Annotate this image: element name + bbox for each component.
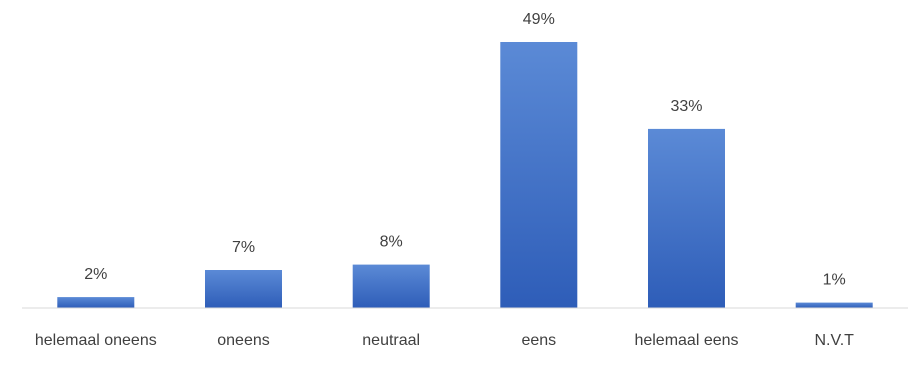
bars-group [57,42,873,308]
data-label-helemaal-oneens: 2% [84,266,107,283]
category-label-eens: eens [521,332,556,349]
data-labels-group: 2% 7% 8% 49% 33% 1% [84,11,846,289]
data-label-helemaal-eens: 33% [670,98,702,115]
bar-helemaal-oneens [57,297,135,308]
data-label-n-v-t: 1% [823,272,846,289]
category-labels-group: helemaal oneens oneens neutraal eens helemaa… [35,332,854,349]
category-label-helemaal-oneens: helemaal oneens [35,332,157,349]
category-label-n-v-t: N.V.T [814,332,854,349]
data-label-eens: 49% [523,11,555,28]
bar-oneens [205,270,282,308]
category-label-helemaal-eens: helemaal eens [634,332,738,349]
bar-neutraal [352,264,430,308]
category-label-oneens: oneens [217,332,270,349]
bar-eens [500,42,578,308]
bar-n-v-t [795,302,873,308]
data-label-neutraal: 8% [380,234,403,251]
data-label-oneens: 7% [232,239,255,256]
category-label-neutraal: neutraal [362,332,420,349]
bar-helemaal-eens [648,128,725,308]
